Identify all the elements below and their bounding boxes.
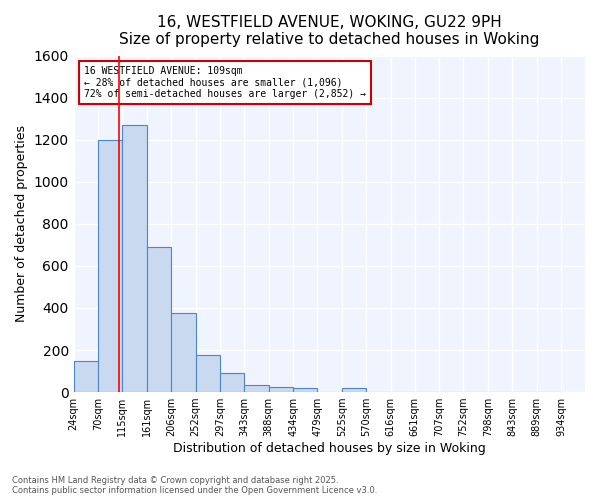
Bar [293, 388, 317, 392]
Bar [147, 247, 171, 392]
Bar [74, 360, 98, 392]
X-axis label: Distribution of detached houses by size in Woking: Distribution of detached houses by size … [173, 442, 486, 455]
Bar [196, 356, 220, 392]
Bar [342, 388, 366, 392]
Bar [171, 313, 196, 392]
Bar [244, 385, 269, 392]
Bar [220, 373, 244, 392]
Title: 16, WESTFIELD AVENUE, WOKING, GU22 9PH
Size of property relative to detached hou: 16, WESTFIELD AVENUE, WOKING, GU22 9PH S… [119, 15, 539, 48]
Text: 16 WESTFIELD AVENUE: 109sqm
← 28% of detached houses are smaller (1,096)
72% of : 16 WESTFIELD AVENUE: 109sqm ← 28% of det… [84, 66, 366, 99]
Bar [122, 125, 147, 392]
Bar [98, 140, 122, 392]
Y-axis label: Number of detached properties: Number of detached properties [15, 126, 28, 322]
Bar [269, 388, 293, 392]
Text: Contains HM Land Registry data © Crown copyright and database right 2025.
Contai: Contains HM Land Registry data © Crown c… [12, 476, 377, 495]
